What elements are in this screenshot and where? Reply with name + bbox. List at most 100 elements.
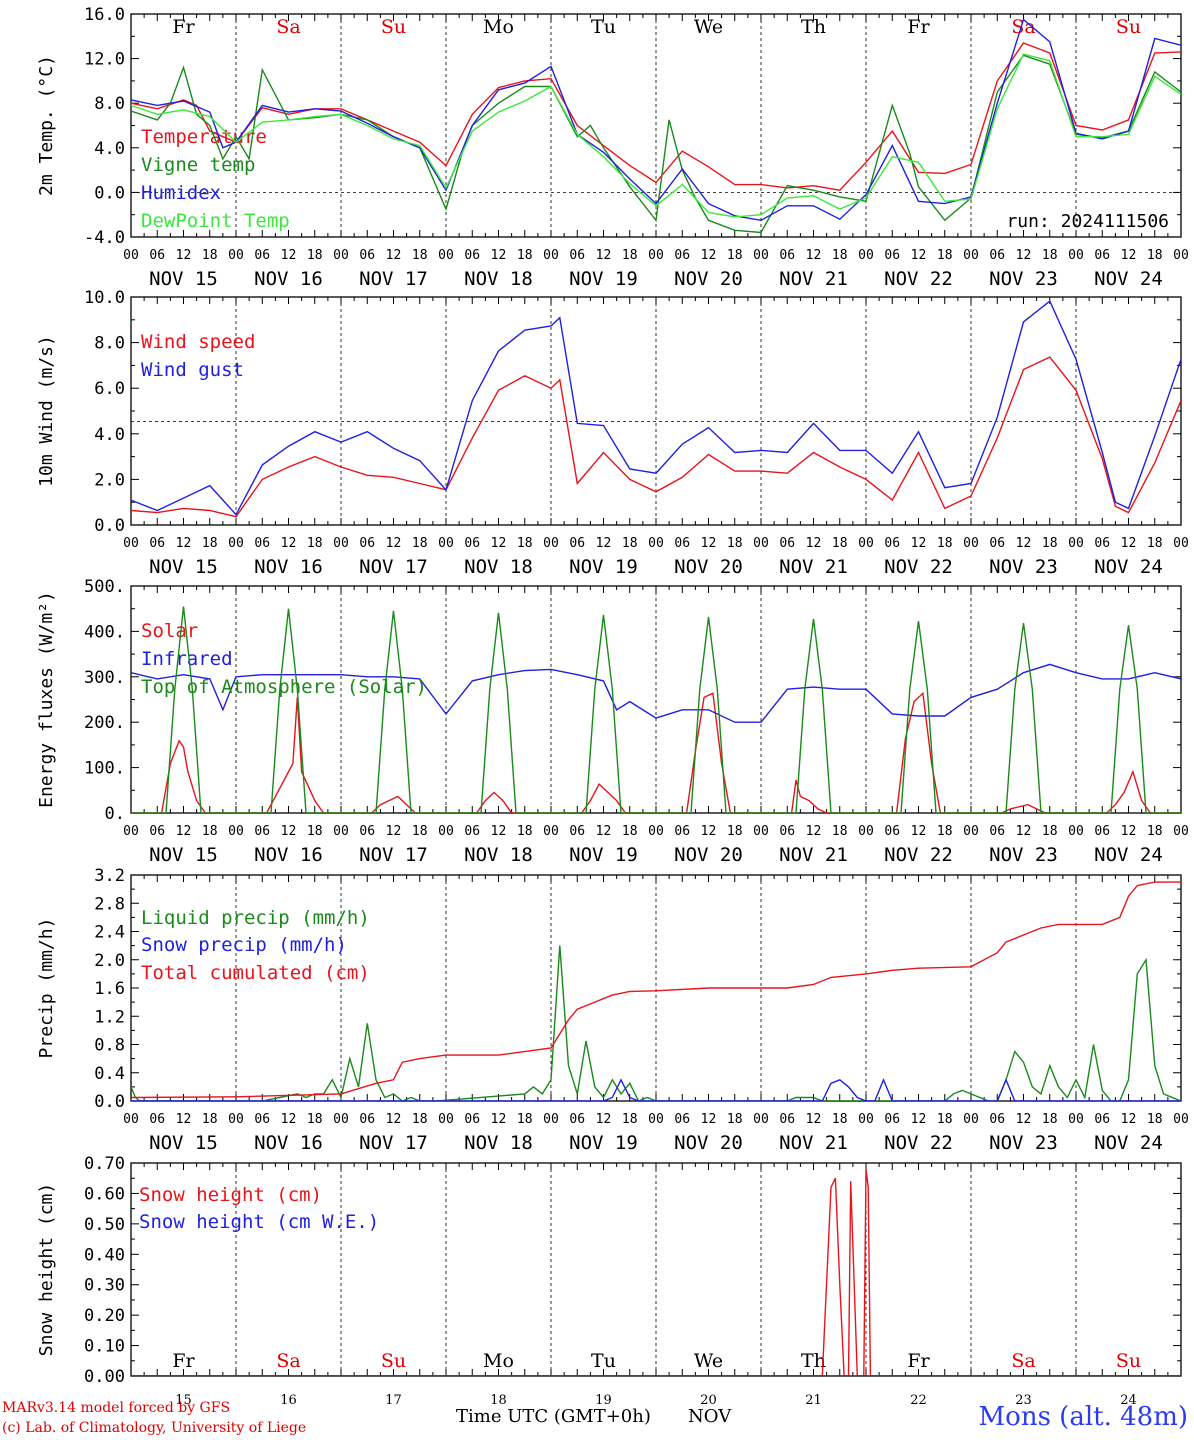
hour-tick-label: 00	[858, 536, 874, 551]
hour-tick-label: 12	[1016, 248, 1032, 263]
hour-tick-label: 00	[963, 248, 979, 263]
legend-entry: Wind gust	[141, 359, 244, 381]
day-label: NOV 18	[464, 1132, 533, 1154]
hour-tick-label: 12	[491, 1112, 507, 1127]
legend-entry: Liquid precip (mm/h)	[141, 907, 370, 929]
hour-tick-label: 06	[149, 824, 165, 839]
hour-tick-label: 06	[779, 536, 795, 551]
hour-tick-label: 00	[858, 1112, 874, 1127]
hour-tick-label: 06	[779, 1112, 795, 1127]
y-tick-label: 4.0	[94, 425, 125, 445]
y-tick-label: 0.30	[84, 1276, 125, 1296]
hour-tick-label: 00	[858, 824, 874, 839]
hour-tick-label: 00	[753, 1112, 769, 1127]
day-label: NOV 15	[149, 844, 218, 866]
hour-tick-label: 18	[517, 248, 533, 263]
day-label: NOV 20	[674, 268, 743, 290]
hour-tick-label: 12	[701, 536, 717, 551]
day-label: NOV 24	[1094, 844, 1163, 866]
hour-tick-label: 00	[543, 824, 559, 839]
hour-tick-label: 18	[937, 248, 953, 263]
y-tick-label: 200.	[84, 713, 125, 733]
panel-3: 0. 100. 200. 300. 400. 500. Energy fluxes (W/m…	[36, 577, 1189, 866]
hour-tick-label: 06	[674, 536, 690, 551]
hour-tick-label: 18	[307, 536, 323, 551]
day-number-label: 18	[490, 1393, 507, 1408]
day-label: NOV 15	[149, 556, 218, 578]
hour-tick-label: 12	[176, 536, 192, 551]
y-tick-label: 0.0	[94, 1092, 125, 1112]
hour-tick-label: 06	[674, 824, 690, 839]
y-tick-label: 10.0	[84, 288, 125, 308]
day-label: NOV 19	[569, 1132, 638, 1154]
y-tick-label: 0.50	[84, 1215, 125, 1235]
hour-tick-label: 18	[412, 248, 428, 263]
hour-tick-label: 18	[937, 824, 953, 839]
y-axis-label: Energy fluxes (W/m²)	[36, 591, 57, 808]
hour-tick-label: 12	[1016, 1112, 1032, 1127]
panel-4: 0.0 0.4 0.8 1.2 1.6 2.0 2.4 2.8 3.2 Precip (mm/h)…	[36, 866, 1189, 1154]
hour-tick-label: 00	[123, 824, 139, 839]
hour-tick-label: 18	[202, 824, 218, 839]
month-label: NOV	[688, 1406, 732, 1427]
hour-tick-label: 00	[1068, 248, 1084, 263]
day-label: NOV 20	[674, 1132, 743, 1154]
hour-tick-label: 06	[149, 248, 165, 263]
hour-tick-label: 18	[832, 248, 848, 263]
time-axis-label: Time UTC (GMT+0h)	[456, 1406, 651, 1427]
series-line-2	[131, 663, 1181, 723]
series-line-1	[131, 691, 1181, 813]
panel-5: 0.00 0.10 0.20 0.30 0.40 0.50 0.60 0.70 Snow hei…	[36, 1154, 1182, 1408]
hour-tick-label: 00	[648, 824, 664, 839]
hour-tick-label: 00	[543, 536, 559, 551]
y-tick-label: 0.4	[94, 1064, 125, 1084]
hour-tick-label: 00	[753, 248, 769, 263]
hour-tick-label: 00	[1173, 536, 1189, 551]
y-tick-label: 0.8	[94, 1036, 125, 1056]
hour-tick-label: 06	[149, 536, 165, 551]
weekday-label: Su	[381, 1350, 406, 1372]
day-label: NOV 19	[569, 268, 638, 290]
y-tick-label: 0.10	[84, 1337, 125, 1357]
weekday-label: Fr	[907, 16, 930, 38]
series-line-1	[131, 945, 1181, 1101]
hour-tick-label: 06	[359, 248, 375, 263]
day-number-label: 24	[1120, 1393, 1137, 1408]
day-number-label: 21	[805, 1393, 822, 1408]
legend-entry: Temperature	[141, 126, 267, 148]
day-label: NOV 23	[989, 268, 1058, 290]
day-label: NOV 16	[254, 844, 323, 866]
hour-tick-label: 06	[884, 824, 900, 839]
series-line-4	[131, 53, 1181, 218]
y-tick-label: 3.2	[94, 866, 125, 886]
day-label: NOV 17	[359, 844, 428, 866]
hour-tick-label: 06	[989, 536, 1005, 551]
hour-tick-label: 00	[753, 536, 769, 551]
hour-tick-label: 12	[386, 536, 402, 551]
hour-tick-label: 06	[149, 1112, 165, 1127]
hour-tick-label: 12	[596, 248, 612, 263]
day-label: NOV 23	[989, 844, 1058, 866]
hour-tick-label: 12	[281, 824, 297, 839]
hour-tick-label: 12	[176, 248, 192, 263]
y-tick-label: 2.0	[94, 470, 125, 490]
y-tick-label: 400.	[84, 622, 125, 642]
hour-tick-label: 00	[1068, 1112, 1084, 1127]
legend-entry: Snow precip (mm/h)	[141, 934, 347, 956]
weekday-label: Fr	[907, 1350, 930, 1372]
hour-tick-label: 18	[832, 536, 848, 551]
hour-tick-label: 12	[386, 1112, 402, 1127]
hour-tick-label: 06	[359, 536, 375, 551]
hour-tick-label: 06	[569, 536, 585, 551]
hour-tick-label: 18	[1042, 1112, 1058, 1127]
y-tick-label: 12.0	[84, 50, 125, 70]
hour-tick-label: 06	[1094, 248, 1110, 263]
y-tick-label: 8.0	[94, 334, 125, 354]
hour-tick-label: 00	[1068, 536, 1084, 551]
weekday-label: Tu	[591, 1350, 616, 1372]
series-line-1	[131, 356, 1181, 518]
hour-tick-label: 00	[228, 248, 244, 263]
hour-tick-label: 12	[176, 824, 192, 839]
weekday-label: Sa	[276, 16, 300, 38]
hour-tick-label: 12	[806, 1112, 822, 1127]
